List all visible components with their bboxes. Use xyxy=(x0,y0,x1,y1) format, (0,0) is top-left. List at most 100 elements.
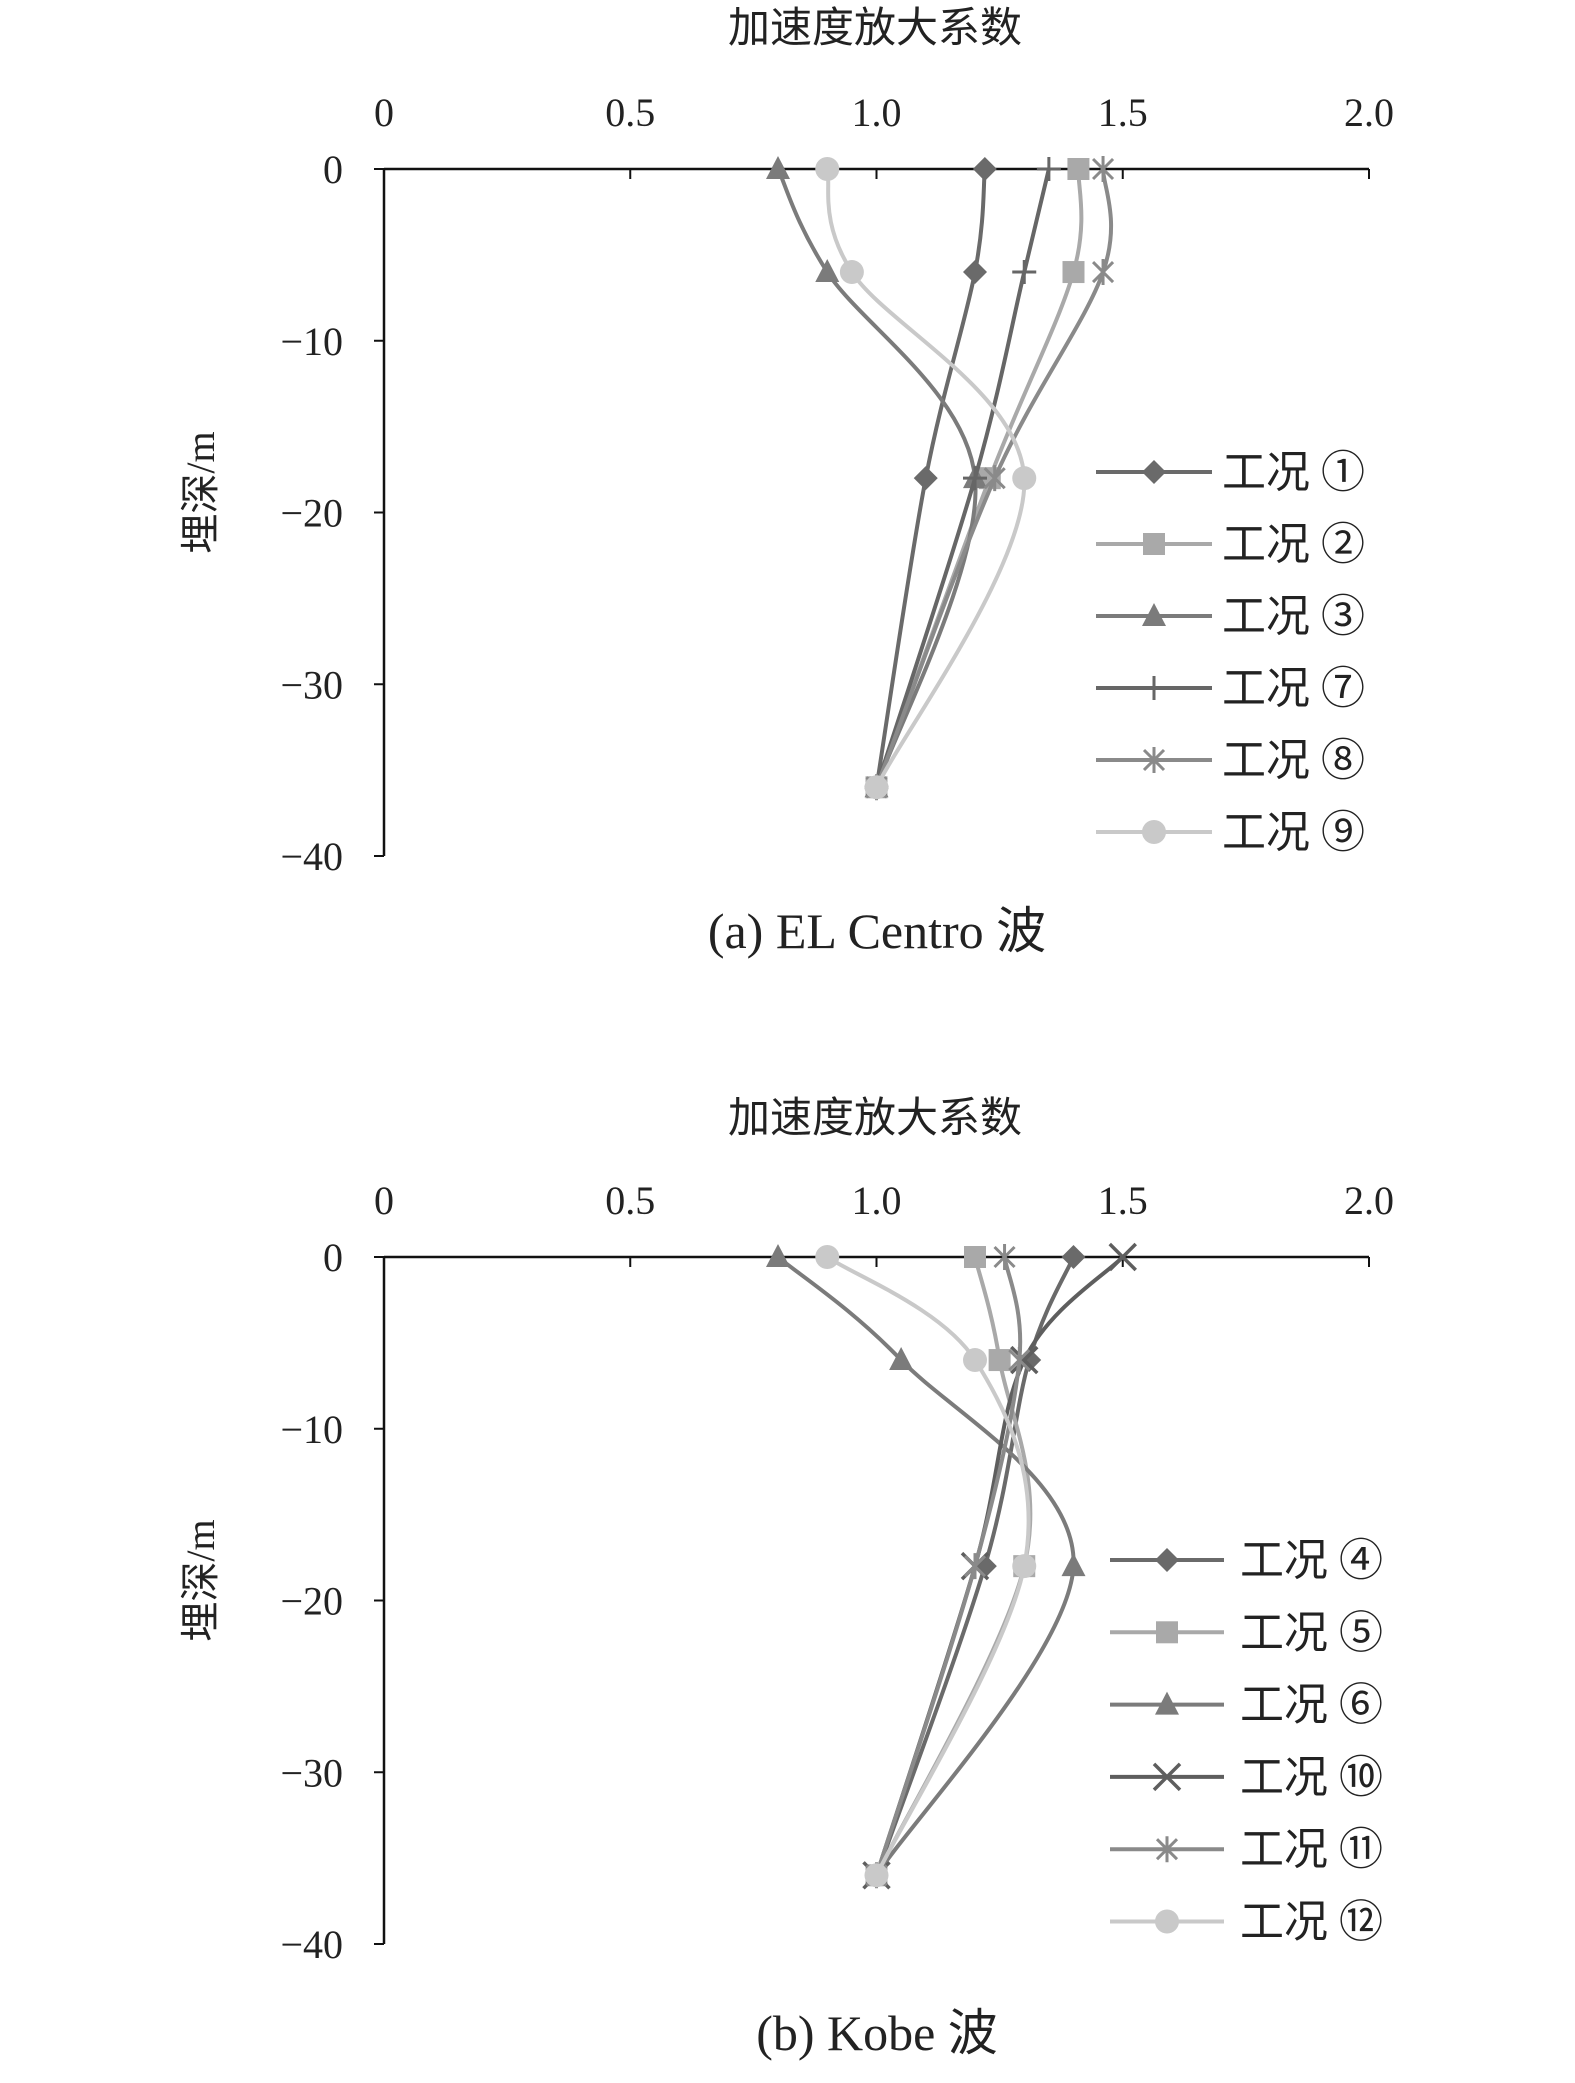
legend-item: 工况 ⑪ xyxy=(1110,1825,1383,1874)
legend-label: 工况 ④ xyxy=(1240,1536,1383,1585)
legend-label: 工况 ⑧ xyxy=(1222,736,1365,785)
legend-label: 工况 ⑫ xyxy=(1240,1898,1383,1947)
legend-label: 工况 ⑪ xyxy=(1240,1825,1383,1874)
data-point-diamond xyxy=(913,466,938,491)
legend-label: 工况 ⑨ xyxy=(1222,808,1365,857)
legend-item: 工况 ⑫ xyxy=(1110,1898,1383,1947)
x-tick-label: 0.5 xyxy=(605,1178,655,1223)
x-tick-label: 0.5 xyxy=(605,90,655,135)
legend-marker-plus xyxy=(1142,676,1166,700)
data-point-diamond xyxy=(1017,1348,1042,1373)
y-axis-title: 埋深/m xyxy=(178,431,223,553)
legend-marker-diamond xyxy=(1142,460,1166,484)
chart-a: 加速度放大系数 0 0.5 1.0 1.5 2.0 0 −10 −20 −30 −40 埋深/m 工况 … xyxy=(178,6,1394,959)
legend-item: 工况 ④ xyxy=(1110,1536,1383,1585)
data-point-x xyxy=(1010,1345,1039,1375)
legend-marker-asterisk xyxy=(1155,1836,1179,1863)
data-point-triangle xyxy=(766,156,790,179)
y-tick-label: −20 xyxy=(280,491,343,536)
legend-label: 工况 ⑤ xyxy=(1240,1608,1383,1657)
x-axis-title: 加速度放大系数 xyxy=(728,1096,1022,1142)
data-point-square xyxy=(1062,261,1085,284)
legend-label: 工况 ⑩ xyxy=(1240,1753,1383,1802)
series-4 xyxy=(865,1244,1031,1889)
data-point-circle xyxy=(963,1348,987,1373)
data-point-diamond xyxy=(1061,1245,1086,1269)
y-axis-title: 埋深/m xyxy=(178,1519,223,1641)
legend-item: 工况 ⑤ xyxy=(1110,1608,1383,1657)
y-tick-label: −20 xyxy=(280,1579,343,1624)
legend-label: 工况 ⑦ xyxy=(1222,664,1365,713)
data-point-circle xyxy=(1012,466,1037,491)
legend-marker-asterisk xyxy=(1142,747,1166,773)
data-point-square xyxy=(964,1246,986,1268)
series-line xyxy=(874,168,987,788)
legend-item: 工况 ⑨ xyxy=(1096,808,1365,857)
data-point-diamond xyxy=(972,157,997,181)
legend-label: 工况 ① xyxy=(1222,448,1365,497)
data-point-asterisk xyxy=(1008,1347,1031,1374)
series-5 xyxy=(815,1245,1037,1888)
legend-marker-circle xyxy=(1142,820,1166,844)
series-line xyxy=(874,168,1114,789)
legend-label: 工况 ⑥ xyxy=(1240,1681,1383,1730)
x-tick-label: 1.0 xyxy=(852,90,902,135)
legend-marker-x xyxy=(1152,1762,1182,1792)
data-point-asterisk xyxy=(963,1553,987,1580)
data-point-circle xyxy=(815,1245,840,1269)
legend-item: 工况 ① xyxy=(1096,448,1365,497)
series-2 xyxy=(766,156,987,798)
legend-marker-diamond xyxy=(1155,1548,1179,1572)
data-point-circle xyxy=(1012,1554,1037,1579)
y-tick-label: 0 xyxy=(323,147,343,192)
data-point-plus xyxy=(1012,260,1037,285)
data-point-circle xyxy=(815,157,840,181)
series-line xyxy=(874,1256,1076,1876)
legend-item: 工况 ⑥ xyxy=(1110,1681,1383,1730)
x-tick-label: 2.0 xyxy=(1344,90,1394,135)
legend-item: 工况 ⑦ xyxy=(1096,664,1365,713)
x-tick-label: 1.0 xyxy=(852,1178,902,1223)
y-tick-label: −10 xyxy=(280,319,343,364)
y-tick-label: −40 xyxy=(280,834,343,879)
y-tick-label: −10 xyxy=(280,1407,343,1452)
data-point-asterisk xyxy=(1091,156,1115,182)
data-point-diamond xyxy=(963,260,987,285)
legend-label: 工况 ② xyxy=(1222,520,1365,569)
legend-item: 工况 ⑧ xyxy=(1096,736,1365,785)
x-axis-title: 加速度放大系数 xyxy=(728,6,1022,52)
data-point-circle xyxy=(839,260,864,285)
data-point-square xyxy=(988,1349,1011,1372)
series-line xyxy=(776,168,978,788)
data-point-plus xyxy=(1036,157,1061,181)
data-point-asterisk xyxy=(993,1244,1016,1270)
data-point-triangle xyxy=(1061,1553,1086,1577)
x-tick-label: 0 xyxy=(374,1178,394,1223)
legend-marker-circle xyxy=(1155,1909,1179,1934)
y-tick-label: −30 xyxy=(280,1750,343,1795)
series-line xyxy=(776,1255,1076,1877)
y-tick-label: 0 xyxy=(323,1235,343,1280)
legend-item: 工况 ⑩ xyxy=(1110,1753,1383,1802)
legend-marker-square xyxy=(1156,1621,1178,1644)
legend-item: 工况 ③ xyxy=(1096,592,1365,641)
series-line xyxy=(874,1256,1023,1876)
data-point-x xyxy=(1108,1242,1137,1272)
chart-b: 加速度放大系数 0 0.5 1.0 1.5 2.0 0 −10 −20 −30 −40 埋深/m 工况 … xyxy=(178,1096,1394,2061)
data-point-asterisk xyxy=(1091,259,1115,286)
series-line xyxy=(826,1255,1031,1877)
y-tick-label: −30 xyxy=(280,662,343,707)
x-tick-label: 1.5 xyxy=(1098,90,1148,135)
legend-marker-square xyxy=(1143,533,1165,555)
legend-label: 工况 ③ xyxy=(1222,592,1365,641)
data-point-circle xyxy=(864,775,889,800)
data-point-asterisk xyxy=(983,465,1006,492)
legend-item: 工况 ② xyxy=(1096,520,1365,569)
y-tick-label: −40 xyxy=(280,1922,343,1967)
data-point-circle xyxy=(864,1863,889,1888)
series-5 xyxy=(815,157,1037,800)
chart-caption: (a) EL Centro 波 xyxy=(708,903,1046,959)
data-point-square xyxy=(1067,158,1090,180)
x-tick-label: 2.0 xyxy=(1344,1178,1394,1223)
